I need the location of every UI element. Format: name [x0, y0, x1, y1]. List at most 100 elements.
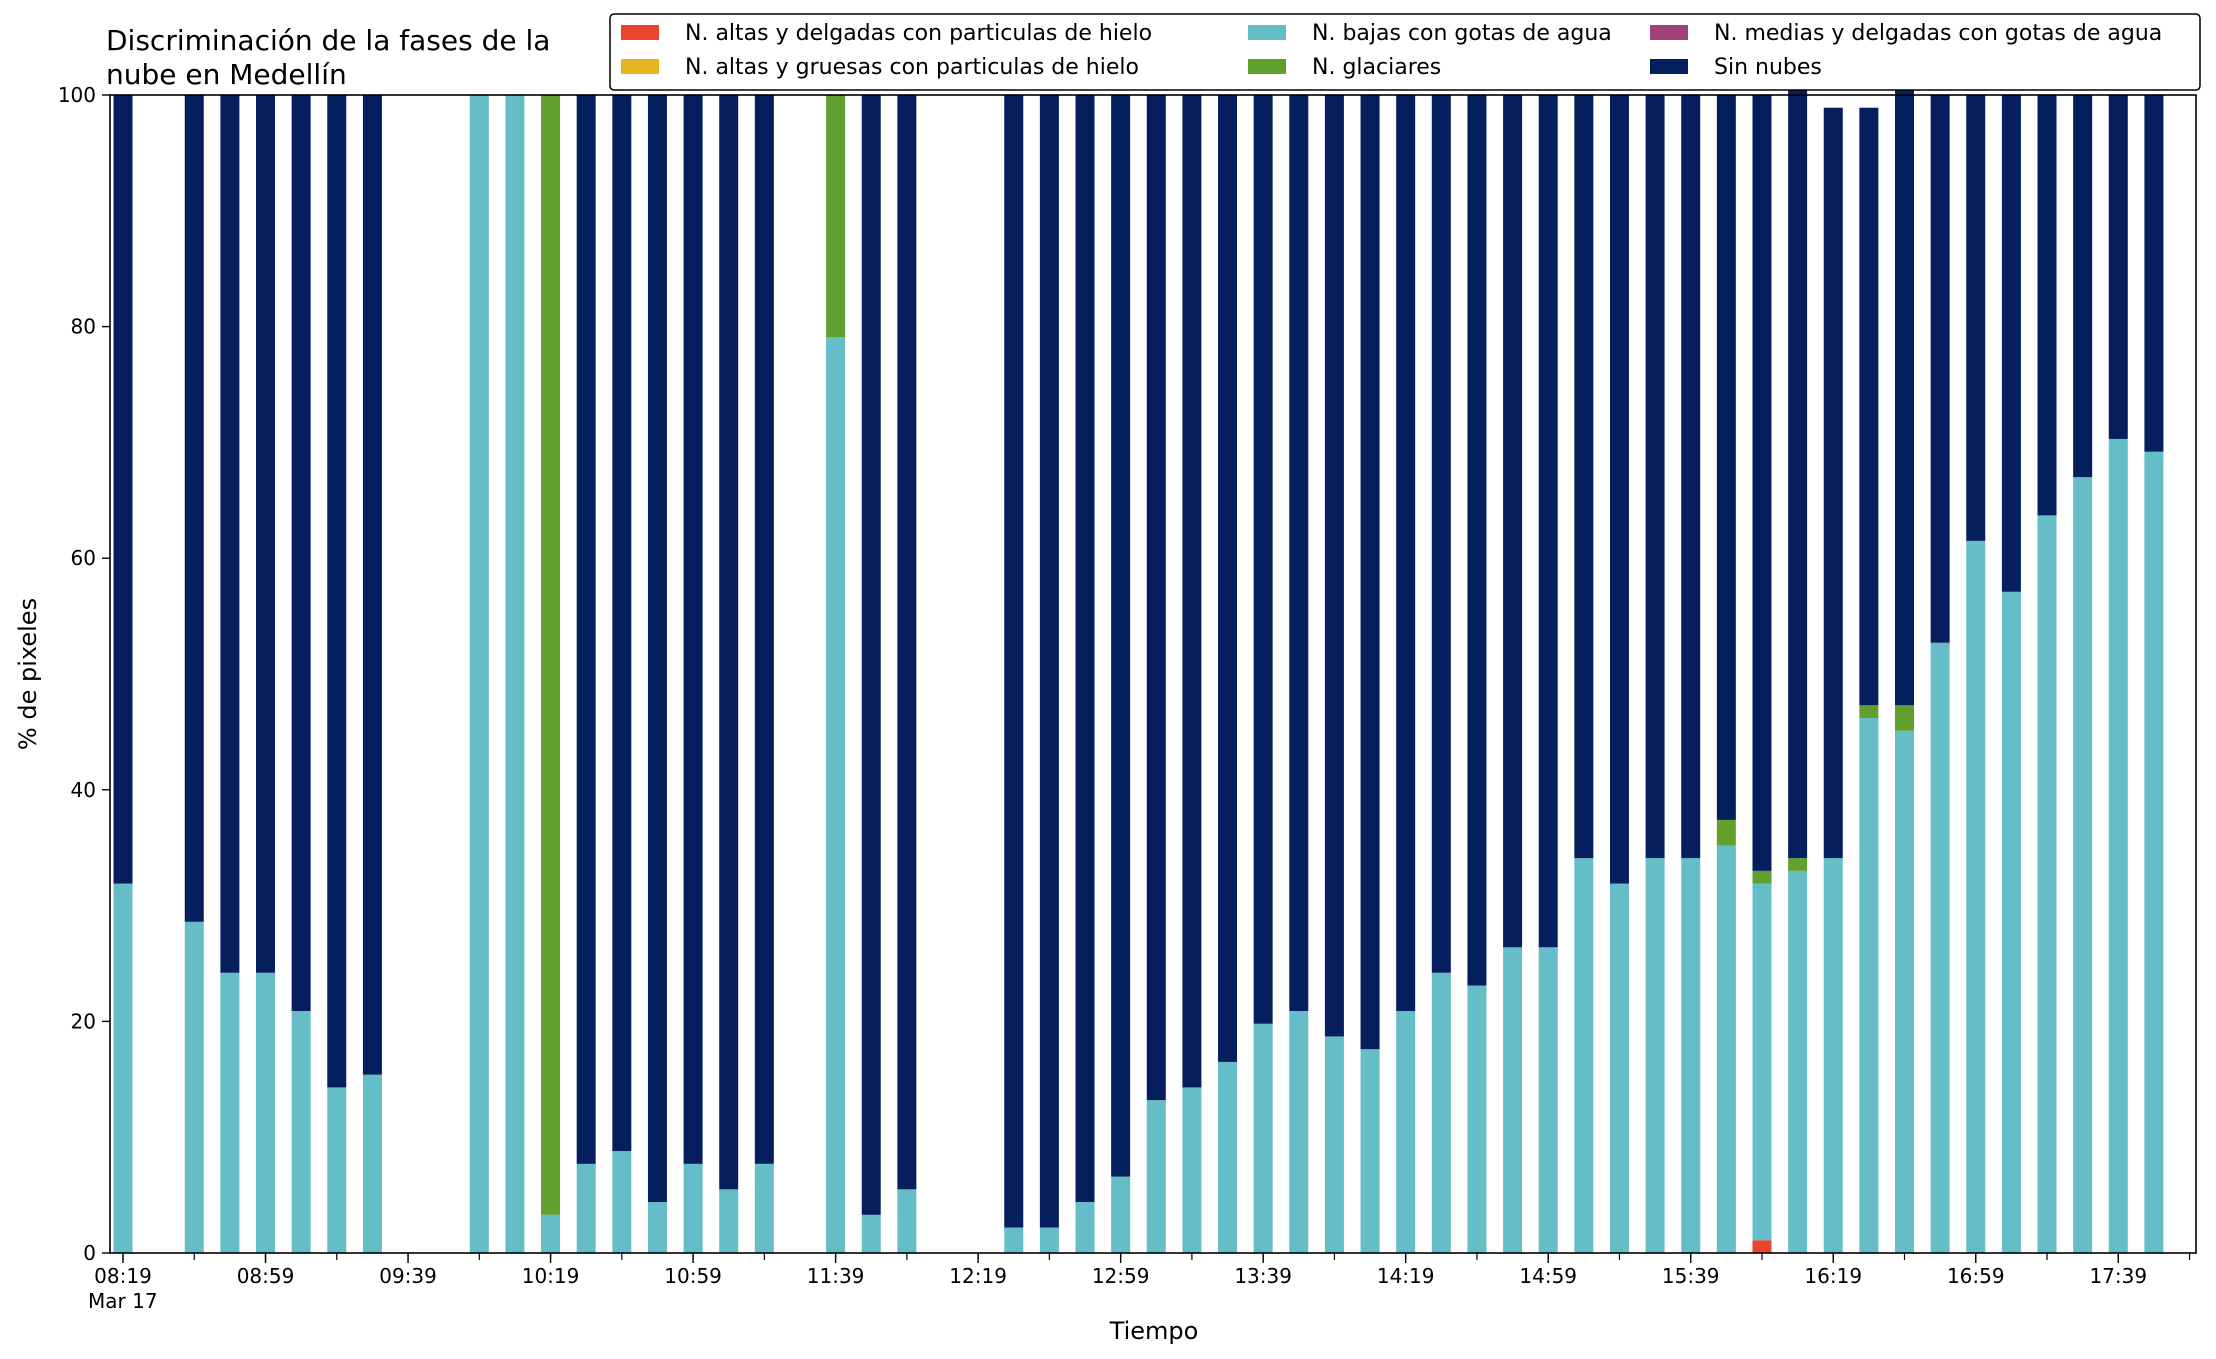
- bar-segment-1449-series-5: [1503, 95, 1523, 948]
- legend-box: [609, 13, 2201, 91]
- bar-segment-1409-series-5: [1360, 95, 1380, 1050]
- bar-segment-1239-series-2: [1039, 1227, 1059, 1253]
- chart-title-line-2: nube en Medellín: [106, 58, 347, 91]
- bar-segment-1149-series-2: [861, 1214, 881, 1253]
- bar-segment-1039-series-2: [612, 1151, 632, 1253]
- bar-segment-1329-series-5: [1218, 95, 1238, 1062]
- bar-segment-1539-series-5: [1681, 95, 1701, 859]
- bar-segment-1659-series-5: [1966, 95, 1986, 541]
- x-tick-label: 08:19: [94, 1264, 152, 1288]
- y-tick-label-60: 60: [71, 546, 96, 570]
- bar-segment-1719-series-5: [2037, 95, 2057, 516]
- bar-segment-0839-series-2: [184, 921, 204, 1253]
- bar-segment-1249-series-2: [1075, 1202, 1095, 1253]
- bar-segment-1749-series-5: [2144, 95, 2164, 452]
- x-tick-label: 16:19: [1804, 1264, 1862, 1288]
- x-tick-label: 10:59: [664, 1264, 722, 1288]
- bar-segment-1659-series-2: [1966, 540, 1986, 1253]
- bar-segment-0909-series-2: [291, 1010, 311, 1253]
- x-tick-label: 12:59: [1092, 1264, 1150, 1288]
- bar-segment-1339-series-2: [1253, 1023, 1273, 1253]
- bar-segment-1139-series-2: [826, 337, 846, 1253]
- x-tick-label: 09:39: [379, 1264, 437, 1288]
- bar-segment-0909-series-5: [291, 95, 311, 1011]
- bar-segment-1149-series-5: [861, 95, 881, 1215]
- bar-segment-1519-series-5: [1609, 95, 1629, 884]
- legend-swatch-0: [621, 25, 659, 40]
- bar-segment-1459-series-2: [1538, 947, 1558, 1253]
- bar-segment-0819-series-5: [113, 95, 133, 884]
- y-axis-title: % de pixeles: [14, 598, 42, 750]
- bar-segment-0919-series-2: [327, 1087, 347, 1253]
- legend-label-2: N. bajas con gotas de agua: [1312, 21, 1612, 46]
- bar-segment-1529-series-5: [1645, 95, 1665, 859]
- bar-segment-1049-series-5: [647, 95, 667, 1203]
- bar-segment-1439-series-5: [1467, 95, 1487, 986]
- x-tick-label: 14:59: [1519, 1264, 1577, 1288]
- y-tick-label-100: 100: [58, 83, 96, 107]
- bar-segment-1309-series-2: [1146, 1100, 1166, 1253]
- y-tick-label-80: 80: [71, 315, 96, 339]
- legend-label-0: N. altas y delgadas con particulas de hi…: [685, 21, 1152, 46]
- x-tick-label: 13:39: [1234, 1264, 1292, 1288]
- bar-segment-1639-series-3: [1895, 705, 1914, 731]
- bar-segment-1619-series-5: [1823, 107, 1843, 859]
- bar-segment-0839-series-5: [184, 95, 204, 922]
- legend-swatch-3: [1248, 59, 1286, 74]
- bar-segment-1049-series-2: [647, 1202, 667, 1253]
- bar-segment-1529-series-2: [1645, 858, 1665, 1253]
- bar-segment-1649-series-5: [1930, 95, 1950, 643]
- x-tick-label: 10:19: [522, 1264, 580, 1288]
- bar-segment-1559-series-2: [1752, 883, 1772, 1241]
- bar-segment-1609-series-2: [1788, 870, 1808, 1253]
- bar-segment-1029-series-2: [576, 1163, 596, 1253]
- legend-swatch-4: [1650, 25, 1688, 40]
- bar-segment-1649-series-2: [1930, 642, 1950, 1253]
- legend-swatch-2: [1248, 25, 1286, 40]
- bar-segment-1739-series-2: [2108, 438, 2128, 1253]
- bar-segment-1509-series-5: [1574, 95, 1594, 859]
- bar-segment-1259-series-2: [1111, 1176, 1131, 1253]
- bar-segment-1619-series-2: [1823, 858, 1843, 1253]
- bar-segment-1329-series-2: [1218, 1061, 1238, 1253]
- bar-segment-1349-series-5: [1289, 95, 1309, 1011]
- bar-segment-1249-series-5: [1075, 95, 1095, 1203]
- x-tick-label: 14:19: [1377, 1264, 1435, 1288]
- x-axis-title: Tiempo: [1109, 1317, 1199, 1345]
- bar-segment-0819-series-2: [113, 883, 133, 1253]
- bar-segment-1319-series-5: [1182, 95, 1202, 1088]
- legend-label-1: N. altas y gruesas con particulas de hie…: [685, 55, 1139, 80]
- bar-segment-0919-series-5: [327, 95, 347, 1088]
- bar-segment-1449-series-2: [1503, 947, 1523, 1253]
- x-tick-label: 11:39: [807, 1264, 865, 1288]
- bar-segment-1239-series-5: [1039, 95, 1059, 1228]
- legend-label-3: N. glaciares: [1312, 55, 1441, 80]
- bar-segment-1139-series-3: [826, 95, 846, 338]
- bar-segment-0959-series-2: [469, 95, 489, 1253]
- bar-segment-1559-series-0: [1752, 1240, 1772, 1253]
- bar-segment-1009-series-2: [505, 95, 525, 1253]
- y-tick-label-0: 0: [83, 1241, 96, 1265]
- bar-segment-1059-series-5: [683, 95, 703, 1164]
- legend-swatch-5: [1650, 59, 1688, 74]
- x-tick-date-label: Mar 17: [88, 1289, 158, 1313]
- bar-segment-1159-series-5: [897, 95, 917, 1190]
- bar-segment-1119-series-5: [754, 95, 774, 1164]
- bar-segment-1549-series-2: [1716, 845, 1736, 1253]
- y-tick-label-40: 40: [71, 778, 96, 802]
- bar-segment-1119-series-2: [754, 1163, 774, 1253]
- x-tick-label: 16:59: [1947, 1264, 2005, 1288]
- bar-segment-1639-series-5: [1895, 69, 1914, 706]
- plot-area-frame: [109, 94, 2197, 1254]
- bar-segment-1629-series-5: [1859, 107, 1879, 706]
- bar-segment-1359-series-5: [1324, 95, 1344, 1037]
- bar-segment-1739-series-5: [2108, 95, 2128, 439]
- y-tick-label-20: 20: [71, 1009, 96, 1033]
- bar-segment-1109-series-2: [719, 1189, 739, 1253]
- bar-segment-1259-series-5: [1111, 95, 1131, 1177]
- bar-segment-1309-series-5: [1146, 95, 1166, 1101]
- bar-segment-1509-series-2: [1574, 858, 1594, 1253]
- bar-segment-1409-series-2: [1360, 1049, 1380, 1253]
- bar-segment-1539-series-2: [1681, 858, 1701, 1253]
